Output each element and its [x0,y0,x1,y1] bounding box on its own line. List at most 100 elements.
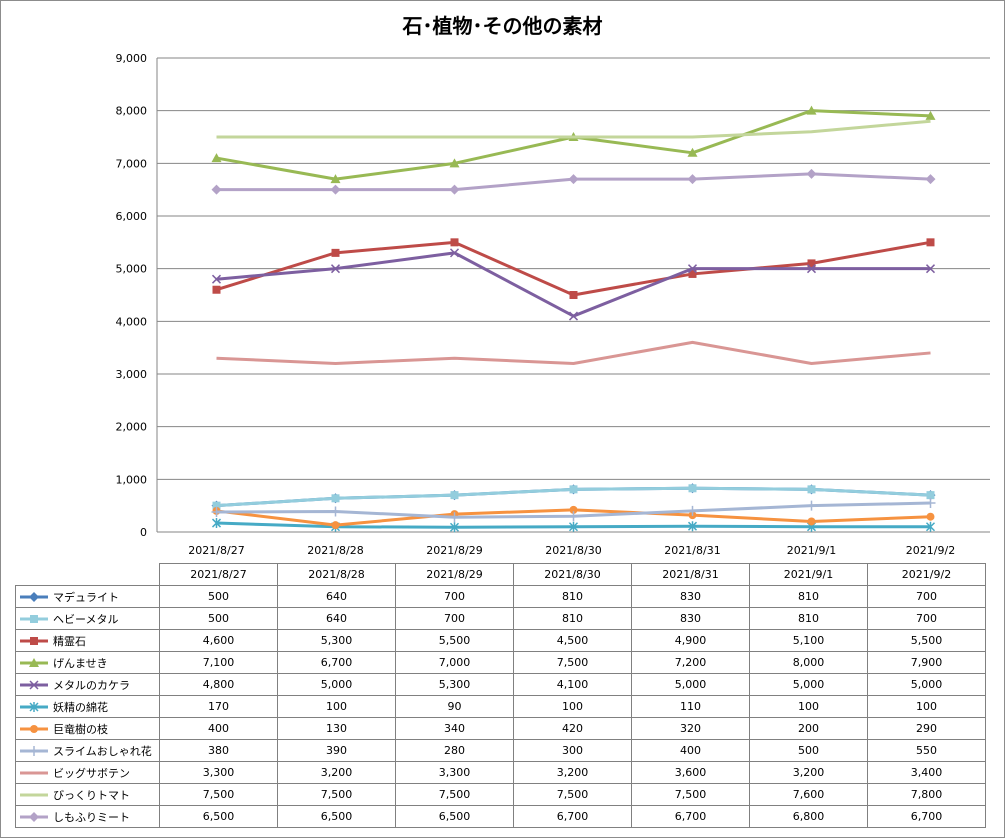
table-cell: 4,100 [513,673,632,696]
table-row: スライムおしゃれ花 380 390 280 300 400 500 550 [15,739,986,762]
table-row: 妖精の綿花 170 100 90 100 110 100 100 [15,695,986,718]
table-cell: 810 [749,585,868,608]
data-point [450,238,459,247]
y-tick-label: 3,000 [116,368,148,381]
legend-label: メタルのカケラ [53,678,130,692]
data-point [330,174,341,184]
data-point [807,259,816,268]
x-tick-label: 2021/9/1 [787,544,836,557]
y-tick-label: 7,000 [116,157,148,170]
x-tick-label: 2021/8/29 [426,544,482,557]
table-cell: 7,200 [631,651,750,674]
legend-label: 妖精の綿花 [53,700,108,714]
table-cell: 810 [513,585,632,608]
table-header-cell: 2021/8/31 [631,563,750,586]
legend-label: しもふりミート [53,810,130,824]
table-cell: 390 [277,739,396,762]
table-cell: 4,600 [159,629,278,652]
table-header-cell: 2021/9/1 [749,563,868,586]
table-cell: 830 [631,585,750,608]
data-point [806,168,817,179]
y-tick-label: 9,000 [116,52,148,65]
table-cell: 6,700 [631,805,750,828]
table-cell: 7,900 [867,651,986,674]
table-cell: 5,000 [867,673,986,696]
table-cell: 6,800 [749,805,868,828]
table-cell: 7,500 [277,783,396,806]
legend-cell: 妖精の綿花 [15,695,160,718]
data-point [568,511,579,522]
data-point [569,485,578,494]
table-cell: 5,300 [395,673,514,696]
legend-cell: びっくりトマト [15,783,160,806]
legend-label: マデュライト [53,590,119,604]
table-row: げんませき 7,100 6,700 7,000 7,500 7,200 8,000 7,900 [15,651,986,674]
table-cell: 500 [159,585,278,608]
data-point [330,506,341,517]
table-cell: 5,000 [631,673,750,696]
data-point [212,285,221,294]
y-tick-label: 1,000 [116,473,148,486]
data-point [925,174,936,185]
legend-key-marker [29,679,39,690]
table-cell: 290 [867,717,986,740]
table-cell: 100 [513,695,632,718]
table-cell: 3,300 [159,761,278,784]
data-point [568,521,579,532]
legend-key-icon [20,771,48,774]
table-cell: 700 [867,607,986,630]
legend-cell: げんませき [15,651,160,674]
y-tick-label: 8,000 [116,105,148,118]
series-lines [211,105,936,533]
legend-cell: ヘビーメタル [15,607,160,630]
table-cell: 5,000 [749,673,868,696]
table-cell: 100 [867,695,986,718]
table-row: びっくりトマト 7,500 7,500 7,500 7,500 7,500 7,600 7,8… [15,783,986,806]
series-2 [212,238,935,299]
table-cell: 7,500 [159,783,278,806]
x-tick-label: 2021/8/28 [307,544,363,557]
table-cell: 400 [159,717,278,740]
legend-cell: スライムおしゃれ花 [15,739,160,762]
table-cell: 110 [631,695,750,718]
table-cell: 7,500 [513,783,632,806]
data-point [806,500,817,511]
table-cell: 3,200 [749,761,868,784]
data-point [925,264,936,274]
table-cell: 400 [631,739,750,762]
chart-title: 石･植物･その他の素材 [402,14,603,38]
legend-key-icon [20,793,48,796]
table-corner [15,563,160,586]
table-header-cell: 2021/8/27 [159,563,278,586]
data-point [212,501,221,510]
table-cell: 7,500 [631,783,750,806]
y-tick-label: 2,000 [116,421,148,434]
data-table: 2021/8/27 2021/8/28 2021/8/29 2021/8/30 2021… [15,563,986,828]
x-tick-label: 2021/9/2 [906,544,955,557]
table-cell: 320 [631,717,750,740]
table-header-cell: 2021/9/2 [867,563,986,586]
legend-label: ヘビーメタル [53,612,119,626]
table-cell: 7,500 [513,651,632,674]
data-point [569,291,578,299]
legend-label: げんませき [53,656,108,670]
table-cell: 3,600 [631,761,750,784]
data-point [926,512,935,521]
y-tick-label: 5,000 [116,263,148,276]
table-header-row: 2021/8/27 2021/8/28 2021/8/29 2021/8/30 2021… [15,563,986,586]
series-3 [211,105,936,184]
legend-key-marker [29,745,39,756]
series-line [216,119,931,139]
legend-key-icon [20,811,48,822]
data-point [687,264,698,274]
legend-key-marker [30,614,38,623]
y-tick-label: 0 [140,526,147,539]
table-row: ヘビーメタル 500 640 700 810 830 810 700 [15,607,986,630]
table-cell: 5,500 [395,629,514,652]
y-tick-label: 4,000 [116,315,148,328]
x-tick-label: 2021/8/31 [664,544,720,557]
table-cell: 700 [395,585,514,608]
data-point [331,521,340,530]
data-point [211,506,222,517]
legend-cell: しもふりミート [15,805,160,828]
